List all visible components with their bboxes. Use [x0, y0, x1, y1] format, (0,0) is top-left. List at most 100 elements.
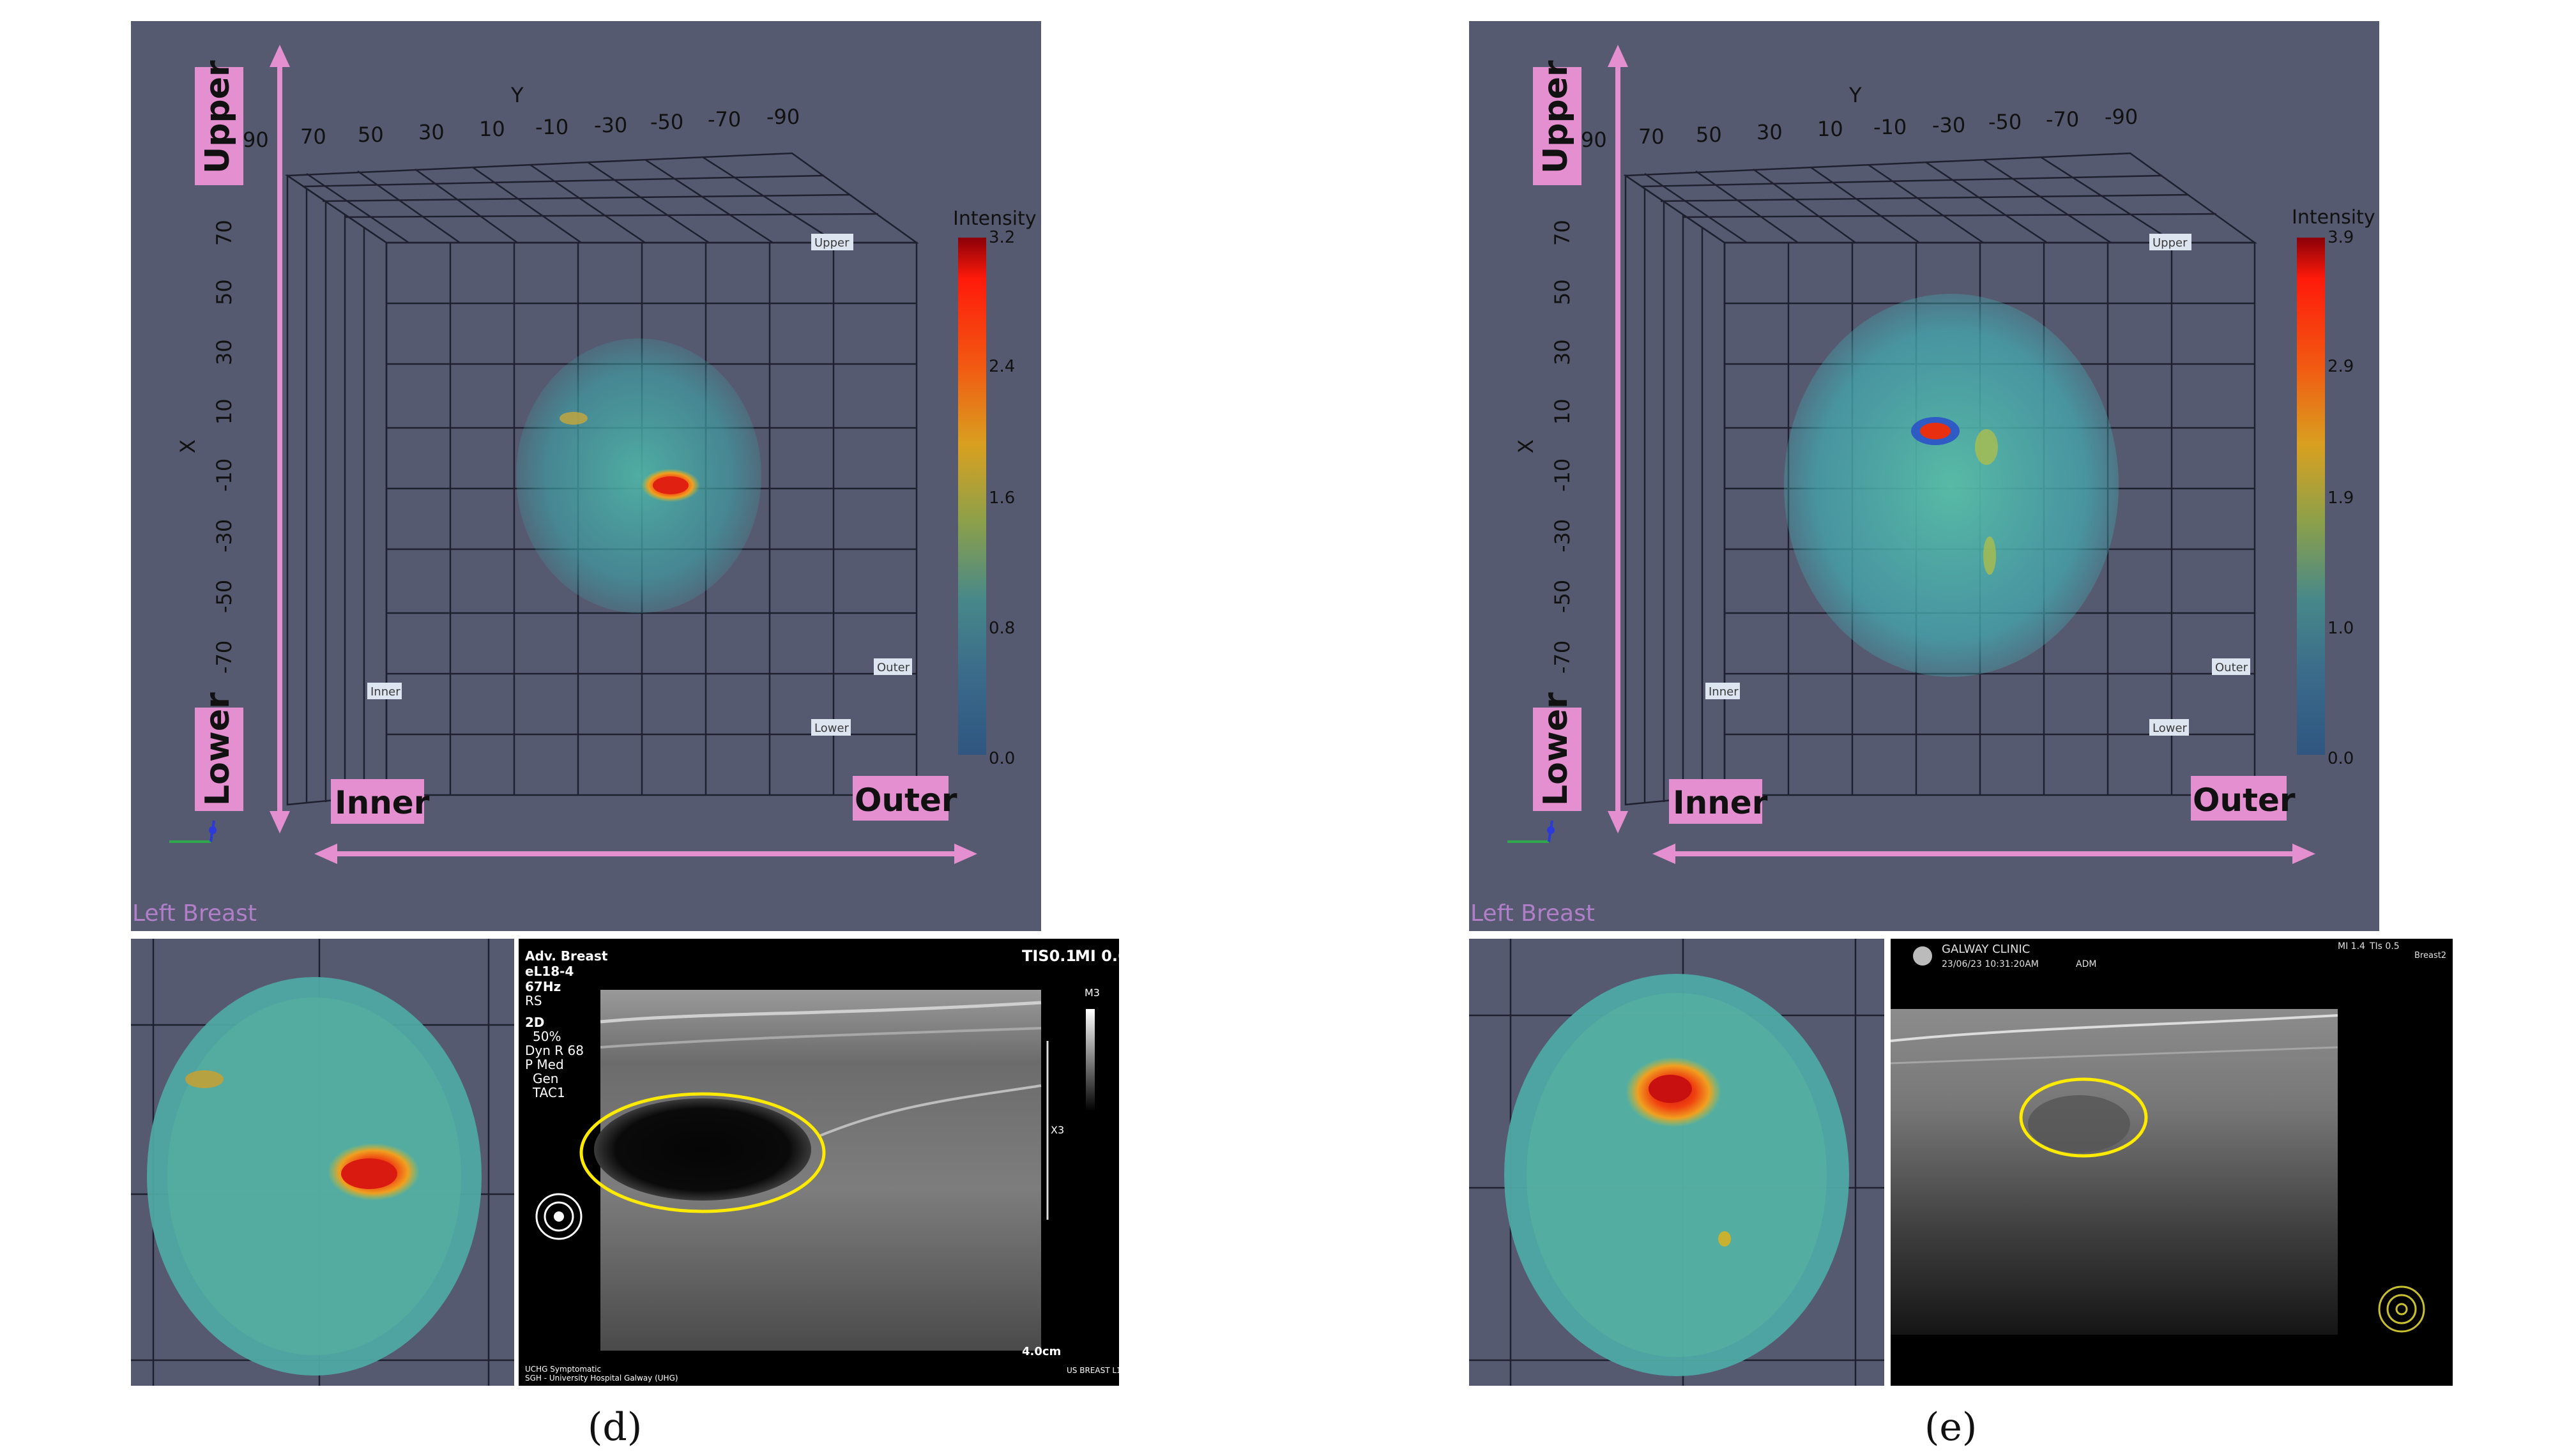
- y-tick: -30: [594, 113, 627, 137]
- y-axis-label: Y: [510, 83, 524, 107]
- x-tick: -70: [1550, 641, 1574, 674]
- lesion-ellipse: [579, 1092, 826, 1213]
- label-lower: Lower: [1537, 692, 1575, 806]
- label-upper: Upper: [199, 60, 237, 174]
- us-tac: TAC1: [532, 1085, 565, 1100]
- colorbar-tick: 2.4: [989, 357, 1015, 376]
- y-tick: 50: [358, 123, 384, 147]
- us-footer-right: US BREAST L1: [1067, 1366, 1122, 1375]
- face-tag-lower: Lower: [2152, 722, 2188, 735]
- y-tick: -50: [650, 110, 683, 134]
- face-tag-upper: Upper: [814, 236, 850, 250]
- y-tick: 10: [479, 117, 505, 141]
- us-preset: Adv. Breast: [525, 948, 608, 964]
- ultrasound-e: GALWAY CLINIC 23/06/23 10:31:20AM ADM MI…: [1890, 939, 2453, 1386]
- y-tick: -50: [1988, 110, 2022, 134]
- colorbar-tick: 1.0: [2328, 619, 2354, 638]
- us-mi: MI 1.4: [2338, 941, 2365, 952]
- us-preset: Breast2: [2414, 951, 2446, 960]
- x-tick: -30: [212, 519, 236, 552]
- y-axis: Y 90 70 50 30 10 -10 -30 -50 -70 -90: [1581, 83, 2138, 152]
- us-freq: 67Hz: [525, 979, 561, 994]
- colorbar-tick: 3.9: [2328, 228, 2354, 247]
- x-tick: 50: [1550, 279, 1574, 305]
- caption-d: (d): [588, 1405, 642, 1450]
- intensity-volume: [516, 338, 761, 613]
- top-view-inset: [1469, 939, 1884, 1386]
- us-scale: M3: [1085, 987, 1100, 999]
- ultrasound-d: Adv. Breast eL18-4 67Hz RS 2D 50% Dyn R …: [519, 939, 1129, 1386]
- x-tick: 10: [212, 398, 236, 425]
- face-tag-inner: Inner: [370, 685, 400, 699]
- x-tick: -30: [1550, 519, 1574, 552]
- y-tick: 10: [1817, 117, 1843, 141]
- x-tick: 30: [212, 339, 236, 365]
- x-tick: 70: [212, 220, 236, 246]
- label-upper: Upper: [1537, 60, 1575, 174]
- x-tick: -50: [1550, 580, 1574, 613]
- hotspot-small: [560, 412, 588, 425]
- y-tick: -90: [2105, 105, 2138, 129]
- y-tick: 50: [1696, 123, 1722, 147]
- us-marker: X3: [1051, 1124, 1064, 1136]
- colorbar-tick: 1.6: [989, 489, 1015, 508]
- y-tick: 90: [243, 128, 269, 152]
- probe-icon: [2378, 1285, 2425, 1333]
- label-outer: Outer: [855, 782, 957, 819]
- panel-e: Upper Outer Inner Lower Y 90 70 50 30 10…: [1469, 21, 2453, 1450]
- x-tick: 10: [1550, 398, 1574, 425]
- x-axis: X 70 50 30 10 -10 -30 -50 -70: [1514, 220, 1574, 674]
- x-tick: 50: [212, 279, 236, 305]
- face-tag-inner: Inner: [1709, 685, 1739, 699]
- us-rs: RS: [525, 993, 542, 1008]
- top-view-inset: [131, 939, 514, 1386]
- footer-label: Left Breast: [132, 900, 257, 927]
- y-tick: -70: [708, 107, 741, 132]
- face-tags: Upper Outer Inner Lower: [1705, 234, 2250, 736]
- lesion-ellipse: [2019, 1077, 2148, 1158]
- y-tick: -10: [1873, 115, 1907, 139]
- us-tis: TIs 0.5: [2369, 941, 2400, 952]
- axes-triad: [1507, 820, 1555, 843]
- y-tick: -90: [766, 105, 800, 129]
- face-tag-outer: Outer: [877, 661, 910, 674]
- y-tick: -70: [2046, 107, 2079, 132]
- x-axis-label: X: [1514, 439, 1538, 453]
- y-tick: 70: [300, 125, 326, 149]
- colorbar-tick: 0.0: [989, 749, 1015, 768]
- colorbar-tick: 3.2: [989, 228, 1015, 247]
- colorbar-title: Intensity: [953, 208, 1037, 230]
- footer-label: Left Breast: [1470, 900, 1595, 927]
- colorbar: Intensity 3.2 2.4 1.6 0.8 0.0: [953, 208, 1037, 768]
- y-tick: -10: [535, 115, 568, 139]
- x-axis: X 70 50 30 10 -10 -30 -50 -70: [176, 220, 236, 674]
- colorbar-tick: 2.9: [2328, 357, 2354, 376]
- us-pmed: P Med: [525, 1057, 564, 1072]
- label-outer: Outer: [2193, 782, 2296, 819]
- colorbar-tick: 0.0: [2328, 749, 2354, 768]
- face-tag-upper: Upper: [2152, 236, 2188, 250]
- us-clinic: GALWAY CLINIC: [1942, 943, 2030, 956]
- us-probe: eL18-4: [525, 964, 574, 979]
- colorbar: Intensity 3.9 2.9 1.9 1.0 0.0: [2292, 206, 2375, 768]
- y-tick: -30: [1932, 113, 1965, 137]
- colorbar-tick: 1.9: [2328, 489, 2354, 508]
- x-tick: 30: [1550, 339, 1574, 365]
- us-gain: 50%: [533, 1029, 561, 1044]
- face-tags: Upper Outer Inner Lower: [367, 234, 912, 736]
- us-mode: 2D: [525, 1015, 545, 1030]
- y-tick: 30: [1756, 120, 1783, 144]
- colorbar-tick: 0.8: [989, 619, 1015, 638]
- y-tick: 70: [1638, 125, 1665, 149]
- us-footer-left2: SGH - University Hospital Galway (UHG): [525, 1374, 678, 1383]
- x-tick: -10: [1550, 459, 1574, 492]
- us-gen: Gen: [533, 1071, 558, 1086]
- x-tick: -10: [212, 459, 236, 492]
- x-tick: -50: [212, 580, 236, 613]
- x-tick: -70: [212, 641, 236, 674]
- us-tis: TIS0.1: [1022, 947, 1076, 965]
- face-tag-outer: Outer: [2215, 661, 2248, 674]
- y-axis-label: Y: [1848, 83, 1862, 107]
- y-tick: 30: [418, 120, 445, 144]
